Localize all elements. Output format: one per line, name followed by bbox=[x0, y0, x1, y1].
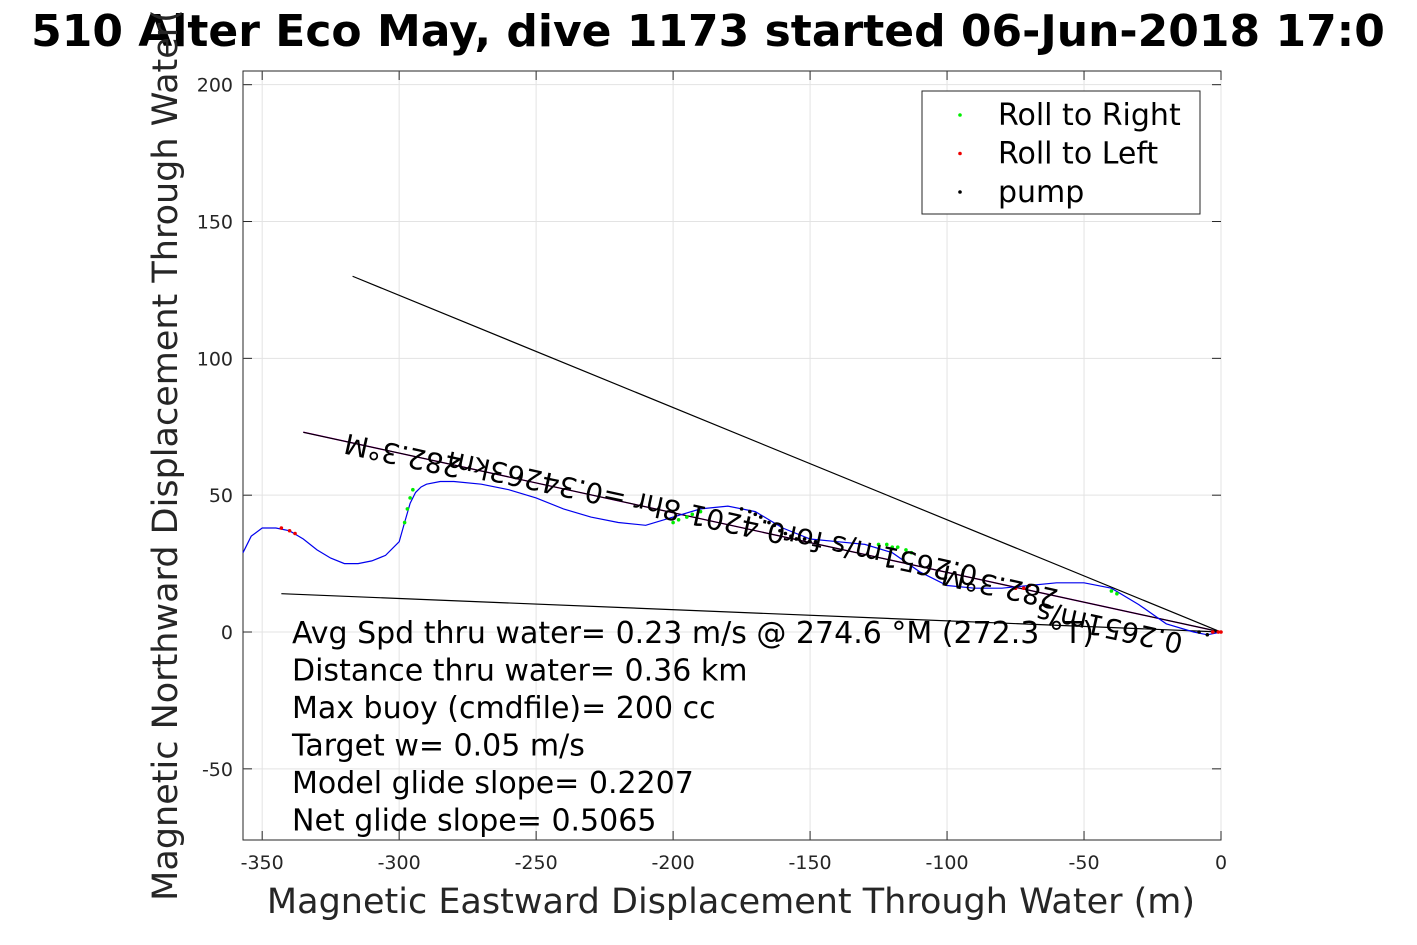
roll-left-point bbox=[279, 526, 284, 530]
reference-lines bbox=[281, 275, 1222, 633]
pump-point bbox=[758, 515, 763, 519]
pump-point bbox=[794, 537, 799, 541]
roll-right-point bbox=[876, 542, 881, 547]
avg_line bbox=[303, 431, 1222, 633]
pump-point bbox=[767, 520, 771, 525]
legend-box bbox=[921, 90, 1201, 215]
roll-right-point bbox=[909, 550, 914, 555]
pump-point bbox=[739, 507, 744, 511]
roll-right-point bbox=[405, 507, 410, 511]
legend-marker bbox=[958, 190, 962, 194]
pump-point bbox=[789, 534, 793, 539]
x-tick-label: -350 bbox=[241, 852, 284, 874]
stats-line: Avg Spd thru water= 0.23 m/s @ 274.6 °M … bbox=[292, 616, 1094, 651]
y-tick-label: -50 bbox=[202, 759, 233, 781]
stats-line: Max buoy (cmdfile)= 200 cc bbox=[292, 691, 716, 726]
x-tick-label: -100 bbox=[925, 852, 968, 874]
grid-lines bbox=[243, 71, 1222, 840]
roll-right-point bbox=[698, 509, 703, 514]
roll-points bbox=[279, 487, 1223, 637]
legend-label: Roll to Left bbox=[998, 137, 1158, 172]
legend-marker bbox=[958, 113, 962, 117]
pump-point bbox=[1205, 632, 1210, 637]
y-tick-label: 0 bbox=[221, 622, 233, 644]
pump-point bbox=[778, 528, 782, 533]
legend-marker bbox=[958, 151, 962, 156]
y-tick-label: 50 bbox=[209, 485, 233, 507]
x-tick-label: -50 bbox=[1069, 852, 1100, 874]
roll-left-point bbox=[1021, 586, 1026, 591]
pump-point bbox=[808, 539, 812, 544]
pump-point bbox=[1197, 630, 1201, 634]
stats-block: Avg Spd thru water= 0.23 m/s @ 274.6 °M … bbox=[291, 616, 1094, 839]
roll-right-point bbox=[408, 496, 412, 500]
roll-left-point bbox=[1216, 630, 1221, 634]
y-tick-label: 200 bbox=[197, 75, 233, 97]
roll-right-point bbox=[690, 512, 695, 517]
y-axis-label: Magnetic Northward Displacement Through … bbox=[146, 9, 186, 901]
roll-left-point bbox=[293, 531, 297, 536]
roll-left-point bbox=[1210, 630, 1215, 634]
roll-right-point bbox=[671, 520, 675, 525]
roll-right-point bbox=[884, 542, 889, 547]
roll-right-point bbox=[1109, 589, 1114, 593]
pump-point bbox=[748, 509, 752, 514]
pump-point bbox=[813, 539, 818, 544]
x-tick-label: -300 bbox=[378, 852, 421, 874]
pump-point bbox=[802, 537, 807, 541]
roll-right-point bbox=[402, 520, 407, 525]
roll-right-point bbox=[1115, 591, 1119, 596]
stats-line: Model glide slope= 0.2207 bbox=[292, 766, 694, 801]
x-tick-label: 0 bbox=[1215, 852, 1227, 874]
pump-point bbox=[753, 512, 758, 517]
roll-left-point bbox=[1027, 583, 1032, 588]
y-tick-label: 150 bbox=[197, 212, 233, 234]
roll-right-point bbox=[895, 545, 900, 549]
roll-right-point bbox=[904, 548, 908, 552]
roll-right-point bbox=[411, 487, 415, 492]
roll-right-point bbox=[676, 518, 681, 522]
pump-point bbox=[772, 523, 777, 528]
axis-ticks: -350 -300 -250 -200 -150 -100 -50 0 -50 0 50 100 150… bbox=[197, 71, 1227, 874]
legend-label: Roll to Right bbox=[998, 98, 1181, 133]
roll-left-point bbox=[1013, 586, 1018, 591]
stats-line: Net glide slope= 0.5065 bbox=[292, 804, 656, 839]
pump-point bbox=[783, 531, 788, 536]
lower_bound bbox=[281, 593, 1222, 633]
upper_bound bbox=[352, 275, 1222, 633]
x-tick-label: -250 bbox=[515, 852, 558, 874]
roll-left-point bbox=[287, 528, 292, 533]
chart-title: 510 Alter Eco May, dive 1173 started 06-… bbox=[31, 6, 1385, 57]
stats-line: Distance thru water= 0.36 km bbox=[292, 654, 747, 689]
y-tick-label: 100 bbox=[197, 348, 233, 370]
legend-label: pump bbox=[998, 175, 1084, 210]
x-axis-label: Magnetic Eastward Displacement Through W… bbox=[267, 882, 1195, 922]
stats-line: Target w= 0.05 m/s bbox=[291, 729, 585, 764]
roll-right-point bbox=[684, 515, 689, 519]
x-tick-label: -200 bbox=[652, 852, 695, 874]
roll-left-point bbox=[1219, 630, 1223, 634]
x-tick-label: -150 bbox=[789, 852, 832, 874]
roll-right-point bbox=[890, 545, 895, 549]
